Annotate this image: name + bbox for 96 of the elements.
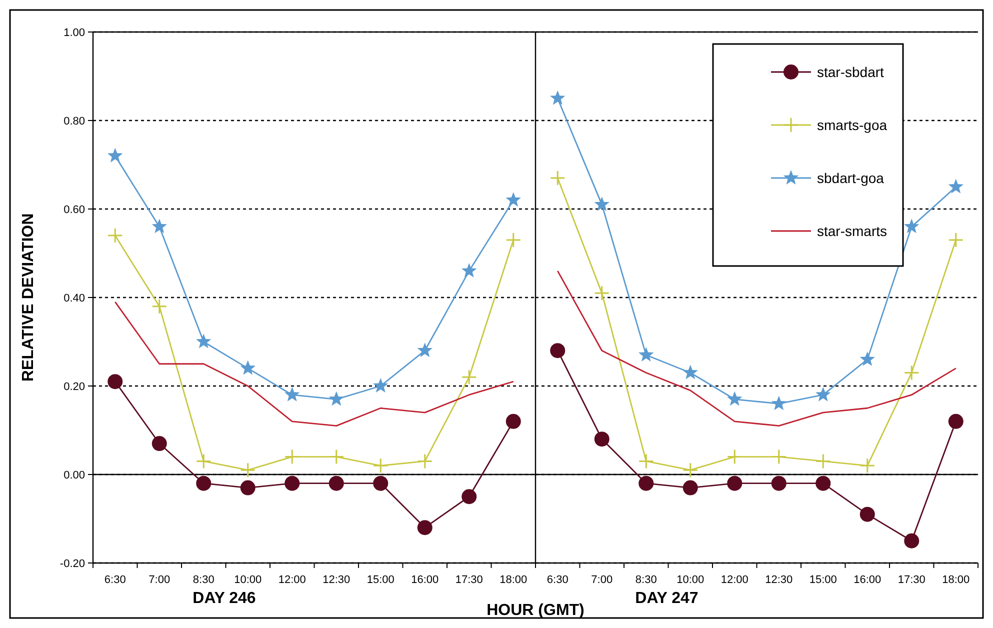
legend-label: star-smarts bbox=[817, 223, 887, 239]
x-tick-label: 15:00 bbox=[366, 574, 394, 586]
x-axis-title: DAY 247 bbox=[635, 590, 698, 607]
point bbox=[726, 449, 742, 465]
x-tick-label: 7:00 bbox=[591, 574, 613, 586]
point bbox=[461, 369, 477, 385]
line-series bbox=[114, 301, 514, 427]
point bbox=[284, 476, 300, 491]
x-tick-label: 8:30 bbox=[635, 574, 657, 586]
legend-label: smarts-goa bbox=[817, 117, 888, 133]
x-tick-label: 6:30 bbox=[104, 574, 126, 586]
point bbox=[152, 218, 167, 234]
point bbox=[240, 360, 256, 375]
point bbox=[373, 476, 388, 491]
point bbox=[372, 458, 388, 474]
point bbox=[594, 196, 610, 212]
x-tick-label: 6:30 bbox=[546, 574, 568, 586]
point bbox=[860, 458, 876, 474]
point bbox=[240, 480, 256, 496]
point bbox=[594, 285, 610, 301]
x-tick-label: 12:30 bbox=[765, 574, 793, 586]
point bbox=[771, 449, 787, 465]
point bbox=[682, 480, 698, 496]
x-tick-label: 10:00 bbox=[676, 574, 704, 586]
y-tick-label: 1.00 bbox=[64, 27, 85, 39]
x-tick-label: 18:00 bbox=[942, 574, 970, 586]
legend-label: star-sbdart bbox=[817, 64, 884, 80]
point bbox=[328, 476, 344, 491]
point bbox=[152, 298, 168, 314]
point bbox=[550, 343, 566, 358]
point bbox=[462, 489, 477, 504]
point bbox=[152, 436, 167, 452]
point bbox=[816, 476, 831, 491]
point bbox=[771, 476, 786, 491]
point bbox=[373, 378, 388, 392]
point bbox=[860, 506, 875, 522]
point bbox=[108, 374, 123, 390]
point bbox=[550, 90, 566, 105]
y-tick-label: 0.60 bbox=[64, 204, 85, 216]
point bbox=[904, 218, 920, 234]
y-tick-label: 0.80 bbox=[64, 116, 85, 128]
point bbox=[284, 386, 300, 402]
point bbox=[550, 170, 566, 186]
point bbox=[904, 364, 920, 380]
y-tick-label: 0.00 bbox=[64, 470, 85, 482]
point bbox=[948, 232, 964, 248]
point bbox=[860, 351, 875, 366]
x-tick-label: 12:30 bbox=[322, 574, 350, 586]
y-axis-title: RELATIVE DEVIATION bbox=[20, 213, 37, 382]
point bbox=[948, 178, 964, 194]
point bbox=[594, 432, 610, 447]
x-tick-label: 16:00 bbox=[411, 574, 439, 586]
point bbox=[240, 462, 256, 478]
point bbox=[107, 228, 123, 244]
point bbox=[506, 414, 521, 429]
point bbox=[638, 453, 654, 469]
x-tick-label: 10:00 bbox=[234, 574, 262, 586]
point bbox=[815, 453, 831, 469]
point bbox=[682, 462, 698, 478]
x-tick-label: 15:00 bbox=[809, 574, 837, 586]
x-tick-label: 8:30 bbox=[192, 574, 214, 586]
point bbox=[682, 364, 698, 380]
point bbox=[771, 396, 786, 410]
point bbox=[328, 391, 344, 406]
point bbox=[108, 148, 123, 162]
x-axis-title: DAY 246 bbox=[192, 590, 256, 607]
point bbox=[727, 391, 742, 406]
x-tick-label: 17:30 bbox=[898, 574, 926, 586]
point bbox=[948, 414, 964, 429]
point bbox=[727, 476, 742, 491]
point bbox=[284, 449, 300, 465]
x-tick-label: 16:00 bbox=[854, 574, 882, 586]
point bbox=[328, 449, 344, 465]
point bbox=[638, 476, 654, 491]
point bbox=[506, 192, 521, 207]
x-tick-label: 18:00 bbox=[500, 574, 528, 586]
x-tick-label: 12:00 bbox=[278, 574, 306, 586]
point bbox=[506, 232, 522, 248]
point bbox=[417, 520, 432, 536]
point bbox=[196, 476, 212, 491]
text: HOUR (GMT) bbox=[486, 602, 584, 619]
y-tick-label: 0.20 bbox=[64, 381, 85, 393]
x-tick-label: 12:00 bbox=[720, 574, 748, 586]
point bbox=[462, 262, 477, 278]
point bbox=[417, 453, 433, 469]
legend-label: sbdart-goa bbox=[817, 170, 884, 186]
point bbox=[638, 347, 654, 362]
x-tick-label: 17:30 bbox=[455, 574, 483, 586]
x-tick-label: 7:00 bbox=[148, 574, 170, 586]
y-tick-label: 0.40 bbox=[64, 292, 85, 304]
point bbox=[196, 334, 212, 348]
point bbox=[417, 342, 432, 358]
point bbox=[816, 386, 831, 402]
point bbox=[904, 533, 920, 548]
point bbox=[196, 453, 212, 469]
y-tick-label: -0.20 bbox=[60, 558, 85, 570]
